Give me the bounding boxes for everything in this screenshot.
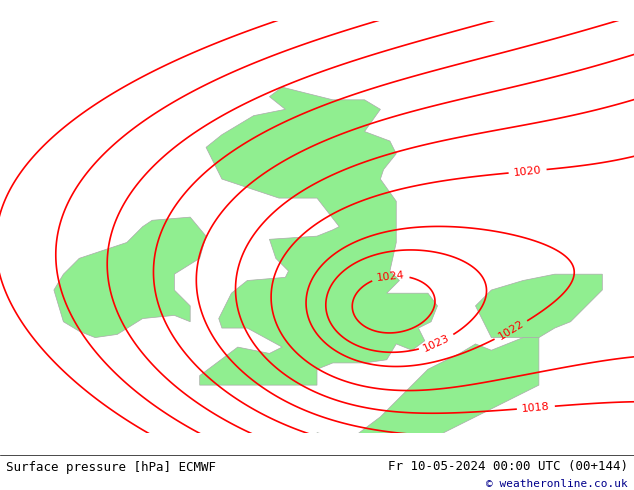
Text: 1022: 1022 [496, 318, 526, 342]
Text: 1020: 1020 [513, 165, 542, 178]
Polygon shape [476, 274, 602, 338]
Text: 1024: 1024 [376, 270, 405, 283]
Text: 1018: 1018 [521, 401, 550, 414]
Polygon shape [54, 217, 206, 338]
Text: 1023: 1023 [422, 333, 451, 353]
Text: Surface pressure [hPa] ECMWF: Surface pressure [hPa] ECMWF [6, 462, 216, 474]
Text: © weatheronline.co.uk: © weatheronline.co.uk [486, 480, 628, 490]
Polygon shape [317, 338, 539, 465]
Polygon shape [200, 87, 437, 385]
Text: Fr 10-05-2024 00:00 UTC (00+144): Fr 10-05-2024 00:00 UTC (00+144) [387, 460, 628, 473]
